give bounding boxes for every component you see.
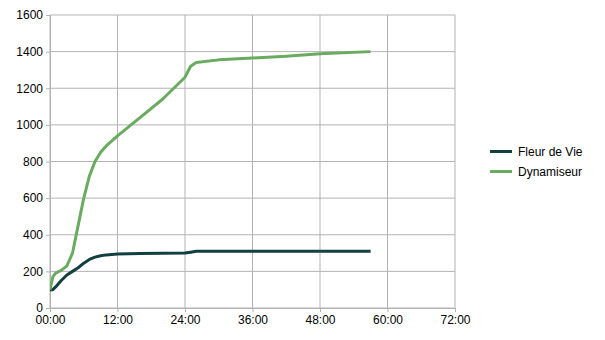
y-tick-mark	[46, 88, 50, 89]
y-tick-label: 200	[23, 265, 43, 279]
y-tick-mark	[46, 308, 50, 309]
x-tick-label: 36:00	[238, 313, 268, 327]
x-tick-mark	[118, 308, 119, 312]
x-axis-line	[51, 309, 456, 313]
x-tick-mark	[320, 308, 321, 312]
grid-line-x	[455, 15, 456, 308]
legend-swatch	[490, 150, 512, 153]
y-tick-label: 800	[23, 155, 43, 169]
y-tick-label: 0	[36, 301, 43, 315]
legend-swatch	[490, 170, 512, 173]
y-tick-label: 1000	[16, 118, 43, 132]
x-tick: 60:00	[373, 308, 403, 327]
x-axis: 00:0012:0024:0036:0048:0060:0072:00	[35, 308, 470, 327]
x-tick: 36:00	[238, 308, 268, 327]
x-tick-mark	[253, 308, 254, 312]
y-tick: 0	[36, 301, 50, 315]
series-line	[50, 52, 371, 290]
y-tick-label: 1600	[16, 8, 43, 22]
y-tick-mark	[46, 162, 50, 163]
grid-line-x	[387, 15, 388, 308]
y-tick-mark	[46, 125, 50, 126]
y-tick-mark	[46, 198, 50, 199]
legend: Fleur de Vie Dynamiseur	[490, 145, 583, 179]
y-tick-label: 1400	[16, 45, 43, 59]
legend-label: Dynamiseur	[518, 165, 582, 179]
x-tick-mark	[185, 308, 186, 312]
y-tick: 1400	[16, 45, 50, 59]
y-tick-label: 600	[23, 191, 43, 205]
y-tick: 1000	[16, 118, 50, 132]
x-tick-label: 60:00	[373, 313, 403, 327]
x-tick: 48:00	[305, 308, 335, 327]
x-tick: 12:00	[103, 308, 133, 327]
y-tick: 1600	[16, 8, 50, 22]
y-tick-mark	[46, 15, 50, 16]
y-tick: 1200	[16, 82, 50, 96]
plot: 00:0012:0024:0036:0048:0060:0072:0002004…	[16, 8, 471, 326]
x-tick: 24:00	[170, 308, 200, 327]
y-tick-mark	[46, 271, 50, 272]
chart: 00:0012:0024:0036:0048:0060:0072:0002004…	[0, 0, 605, 340]
legend-label: Fleur de Vie	[518, 145, 583, 159]
grid-line-x	[117, 15, 118, 308]
series-group	[50, 52, 371, 290]
grid-line-x	[320, 15, 321, 308]
x-tick-mark	[455, 308, 456, 312]
y-tick: 200	[23, 265, 50, 279]
x-tick-label: 12:00	[103, 313, 133, 327]
y-tick-label: 400	[23, 228, 43, 242]
y-axis: 0 200 400 600 800 1000 1200 1400 1600	[16, 8, 50, 315]
x-tick-label: 48:00	[305, 313, 335, 327]
grid	[50, 15, 455, 308]
y-tick: 800	[23, 155, 50, 169]
y-tick-label: 1200	[16, 82, 43, 96]
grid-line-x	[185, 15, 186, 308]
x-tick-mark	[388, 308, 389, 312]
y-tick-mark	[46, 235, 50, 236]
y-tick-mark	[46, 52, 50, 53]
x-tick-label: 24:00	[170, 313, 200, 327]
x-tick-label: 72:00	[440, 313, 470, 327]
x-tick: 72:00	[440, 308, 470, 327]
y-tick: 600	[23, 191, 50, 205]
series-line	[50, 251, 371, 289]
y-axis-line	[46, 16, 51, 309]
y-tick: 400	[23, 228, 50, 242]
